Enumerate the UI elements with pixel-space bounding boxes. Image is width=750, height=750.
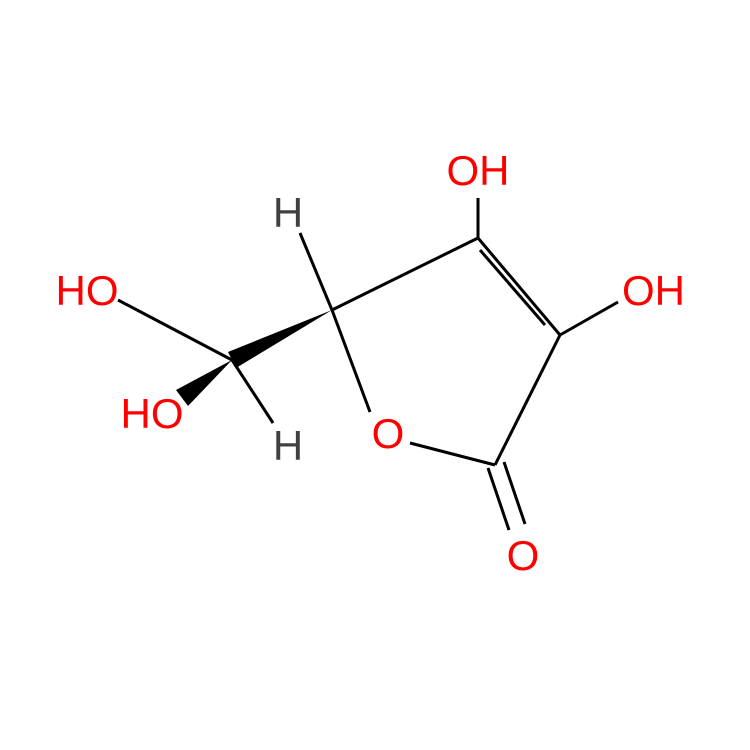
bond-c1-oketo-double [488, 462, 525, 530]
atom-oh-c3: OH [447, 147, 510, 194]
atom-oh-c2: OH [622, 267, 685, 314]
atom-o-ring: O [372, 410, 405, 457]
bond-o-c1 [410, 443, 495, 465]
molecule-canvas: O O OH OH HO HO H H [0, 0, 750, 750]
bond-c5-c6 [137, 310, 232, 360]
wedge-c5-ho [176, 360, 232, 406]
bonds [118, 198, 618, 530]
bond-c3-c4 [332, 238, 478, 310]
bond-c1-c2 [495, 335, 560, 465]
atom-ho-term: HO [56, 267, 119, 314]
atom-o-keto: O [507, 532, 540, 579]
bond-c2-c3-double [478, 238, 560, 335]
atom-ho-side: HO [121, 390, 184, 437]
atom-labels: O O OH OH HO HO H H [56, 147, 686, 579]
bond-c4-o [332, 310, 370, 412]
bond-c2-oh [560, 302, 618, 335]
atom-h-down: H [273, 422, 303, 469]
bond-c6-ho [118, 300, 137, 310]
bond-c4-h [300, 233, 332, 310]
bond-c5-h [232, 360, 273, 423]
wedge-c4-c5 [228, 310, 332, 368]
atom-h-up: H [273, 189, 303, 236]
